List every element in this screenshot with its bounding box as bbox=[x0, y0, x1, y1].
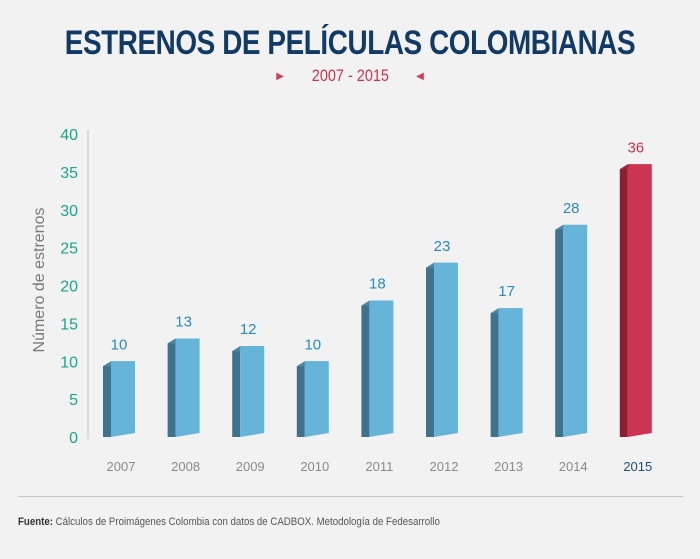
x-tick-label-2009: 2009 bbox=[236, 459, 265, 474]
bar-side bbox=[361, 300, 370, 437]
y-axis-label: Número de estrenos bbox=[31, 208, 48, 353]
y-tick-label: 35 bbox=[60, 165, 78, 182]
y-tick-label: 15 bbox=[60, 316, 78, 333]
x-tick-label-2013: 2013 bbox=[494, 459, 523, 474]
y-axis: 0 5 10 15 20 25 30 35 40 bbox=[60, 127, 89, 447]
bar-side bbox=[296, 361, 305, 437]
bar-side bbox=[232, 346, 241, 437]
x-tick-label-2010: 2010 bbox=[300, 459, 329, 474]
value-label-2011: 18 bbox=[369, 276, 386, 293]
bar-2013 bbox=[490, 308, 523, 437]
triangle-left-icon: ◀ bbox=[416, 71, 424, 82]
bar-side bbox=[619, 164, 628, 438]
value-label-2013: 17 bbox=[498, 283, 515, 300]
value-labels: 10 13 12 10 18 23 17 28 36 bbox=[111, 139, 644, 353]
x-tick-label-2008: 2008 bbox=[171, 459, 200, 474]
y-tick-label: 25 bbox=[60, 241, 78, 258]
page-title: ESTRENOS DE PELÍCULAS COLOMBIANAS bbox=[64, 24, 636, 62]
bar-front bbox=[240, 346, 265, 437]
value-label-2012: 23 bbox=[434, 238, 451, 255]
bar-2012 bbox=[426, 262, 458, 437]
bar-2011 bbox=[361, 300, 394, 437]
triangle-right-icon: ▶ bbox=[276, 71, 284, 82]
bar-side bbox=[490, 308, 499, 437]
value-label-2010: 10 bbox=[304, 336, 321, 353]
footer-label: Fuente: bbox=[18, 516, 53, 528]
value-label-2007: 10 bbox=[111, 336, 128, 353]
y-tick-label: 20 bbox=[60, 279, 78, 296]
bar-front bbox=[563, 224, 588, 437]
x-tick-label-2007: 2007 bbox=[107, 459, 136, 474]
x-tick-label-2014: 2014 bbox=[559, 459, 588, 474]
y-tick-label: 10 bbox=[60, 354, 78, 371]
bar-front bbox=[175, 338, 200, 437]
x-tick-label-2012: 2012 bbox=[430, 459, 459, 474]
bar-front bbox=[434, 262, 458, 437]
bar-front bbox=[111, 361, 135, 437]
bar-2008 bbox=[167, 338, 200, 437]
value-label-2008: 13 bbox=[175, 314, 192, 331]
value-label-2014: 28 bbox=[563, 200, 580, 217]
value-label-2015: 36 bbox=[627, 139, 644, 156]
bar-side bbox=[103, 361, 111, 437]
bar-2014 bbox=[555, 224, 588, 437]
x-tick-label-2011: 2011 bbox=[365, 459, 393, 474]
subtitle-row: ▶ 2007 - 2015 ◀ bbox=[0, 66, 700, 86]
value-label-2009: 12 bbox=[240, 321, 257, 338]
x-tick-label-2015: 2015 bbox=[623, 459, 652, 474]
footer-text: Cálculos de Proimágenes Colombia con dat… bbox=[55, 516, 440, 528]
bar-chart: 0 5 10 15 20 25 30 35 40 10 13 12 10 18 23 17 28 36 2007… bbox=[31, 127, 653, 474]
bar-front bbox=[627, 164, 652, 438]
bar-2015 bbox=[619, 164, 652, 438]
y-tick-label: 40 bbox=[60, 127, 78, 144]
bar-side bbox=[555, 224, 564, 437]
x-labels: 2007 2008 2009 2010 2011 2012 2013 2014 2015 bbox=[107, 459, 653, 474]
footer-divider bbox=[18, 496, 683, 497]
bar-2010 bbox=[296, 361, 329, 437]
bar-2009 bbox=[232, 346, 265, 437]
bar-front bbox=[369, 300, 394, 437]
bar-2007 bbox=[103, 361, 135, 437]
y-tick-label: 30 bbox=[60, 203, 78, 220]
bar-side bbox=[426, 262, 434, 437]
subtitle: 2007 - 2015 bbox=[311, 66, 389, 85]
y-tick-label: 5 bbox=[69, 392, 78, 409]
bar-side bbox=[167, 338, 176, 437]
bars bbox=[103, 164, 652, 438]
footer-source: Fuente: Cálculos de Proimágenes Colombia… bbox=[18, 516, 440, 528]
bar-front bbox=[498, 308, 523, 437]
y-tick-label: 0 bbox=[69, 430, 78, 447]
bar-front bbox=[304, 361, 329, 437]
